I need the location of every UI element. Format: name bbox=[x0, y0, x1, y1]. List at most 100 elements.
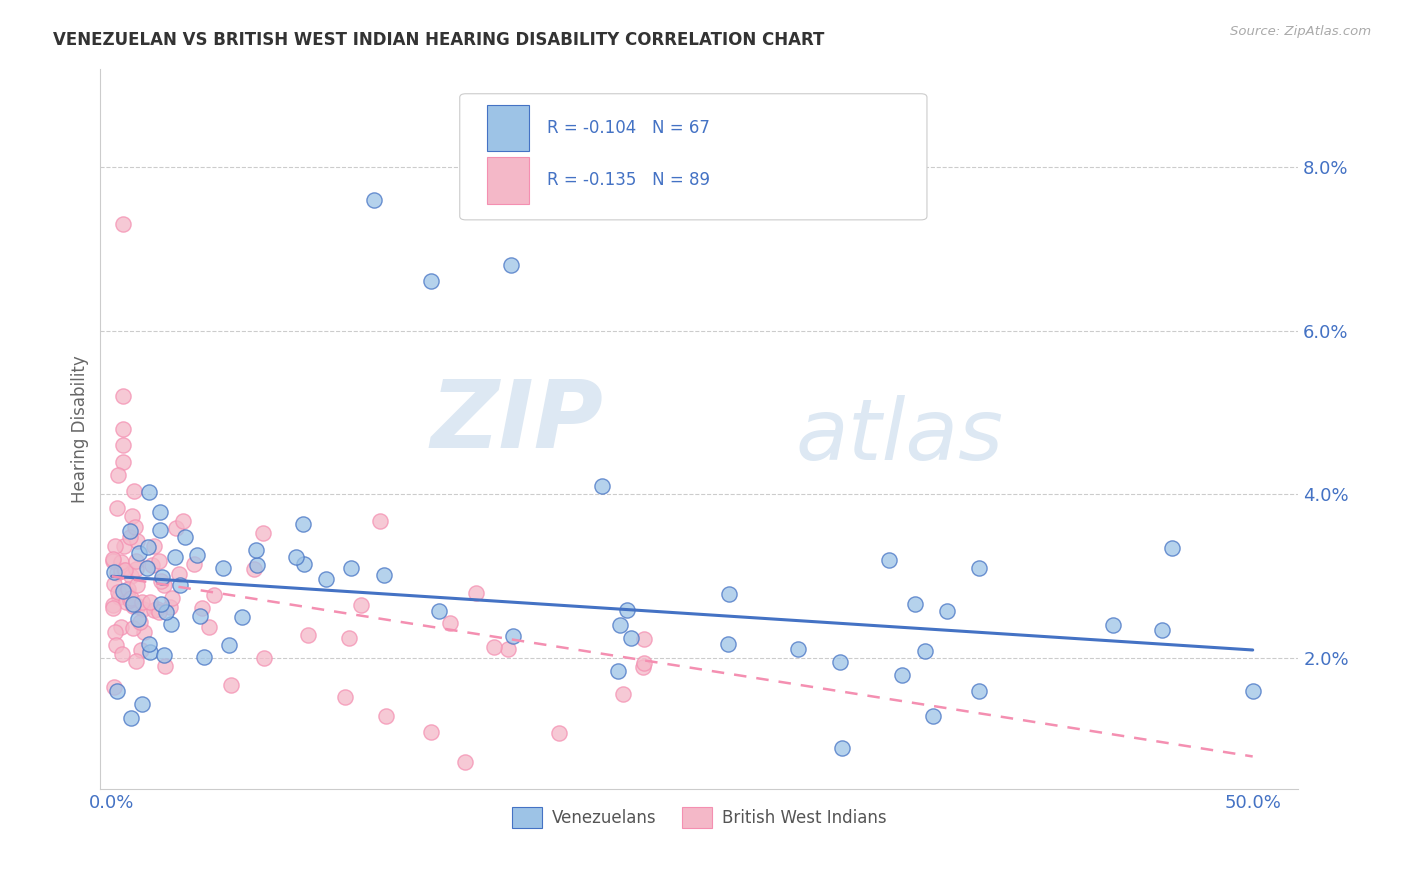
Point bbox=[169, 566, 191, 581]
Text: Source: ZipAtlas.com: Source: ZipAtlas.com bbox=[1230, 25, 1371, 38]
Point bbox=[115, 586, 138, 600]
Point bbox=[103, 599, 125, 613]
Point bbox=[718, 587, 741, 601]
Point bbox=[502, 629, 524, 643]
Point bbox=[153, 659, 176, 673]
Text: R = -0.135   N = 89: R = -0.135 N = 89 bbox=[547, 171, 710, 189]
Point bbox=[103, 565, 125, 579]
Bar bbox=[488, 104, 529, 152]
Point bbox=[112, 438, 135, 452]
Point bbox=[112, 539, 135, 553]
Point bbox=[231, 609, 253, 624]
Point bbox=[190, 601, 212, 615]
Point bbox=[501, 258, 523, 272]
Point bbox=[633, 656, 655, 670]
Point bbox=[211, 561, 233, 575]
Point bbox=[127, 534, 149, 549]
Point bbox=[464, 586, 486, 600]
Point bbox=[110, 564, 132, 578]
Point bbox=[136, 541, 159, 555]
Point bbox=[110, 620, 132, 634]
Point bbox=[165, 521, 187, 535]
Point bbox=[253, 650, 276, 665]
Point bbox=[128, 546, 150, 560]
Legend: Venezuelans, British West Indians: Venezuelans, British West Indians bbox=[506, 800, 893, 835]
Point bbox=[112, 583, 135, 598]
Point bbox=[112, 422, 135, 436]
Point bbox=[363, 193, 385, 207]
Point bbox=[1102, 617, 1125, 632]
Point bbox=[132, 625, 155, 640]
Point bbox=[877, 552, 900, 566]
Point bbox=[127, 599, 149, 613]
Point bbox=[129, 642, 152, 657]
Text: VENEZUELAN VS BRITISH WEST INDIAN HEARING DISABILITY CORRELATION CHART: VENEZUELAN VS BRITISH WEST INDIAN HEARIN… bbox=[53, 31, 825, 49]
Point bbox=[1241, 684, 1264, 698]
Point bbox=[101, 552, 124, 566]
Point bbox=[439, 615, 461, 630]
Point bbox=[936, 604, 959, 618]
Point bbox=[633, 632, 655, 646]
Point bbox=[243, 562, 266, 576]
Point bbox=[105, 684, 128, 698]
Point bbox=[620, 631, 643, 645]
Point bbox=[186, 548, 208, 562]
Point bbox=[149, 524, 172, 538]
Point bbox=[143, 602, 166, 616]
Point bbox=[149, 574, 172, 588]
Point bbox=[612, 687, 634, 701]
Point bbox=[333, 690, 356, 705]
Point bbox=[120, 591, 142, 606]
Point bbox=[118, 593, 141, 607]
Point bbox=[591, 479, 613, 493]
Point bbox=[368, 514, 391, 528]
Point bbox=[105, 500, 128, 515]
Point bbox=[132, 602, 155, 616]
Point bbox=[297, 628, 319, 642]
Point bbox=[340, 560, 363, 574]
Bar bbox=[488, 157, 529, 204]
Point bbox=[124, 519, 146, 533]
Point bbox=[120, 524, 142, 538]
Point bbox=[292, 517, 315, 532]
Point bbox=[159, 599, 181, 614]
Point bbox=[420, 275, 443, 289]
Point bbox=[148, 605, 170, 619]
Point bbox=[548, 725, 571, 739]
Point bbox=[188, 609, 211, 624]
Point bbox=[891, 668, 914, 682]
Point bbox=[165, 549, 187, 564]
Point bbox=[122, 621, 145, 635]
Point bbox=[219, 677, 242, 691]
Point bbox=[103, 576, 125, 591]
Point bbox=[138, 637, 160, 651]
Point bbox=[122, 599, 145, 614]
Point bbox=[112, 389, 135, 403]
Point bbox=[484, 640, 506, 654]
Point bbox=[112, 455, 135, 469]
Point bbox=[104, 639, 127, 653]
Point bbox=[427, 604, 450, 618]
Point bbox=[606, 665, 628, 679]
Point bbox=[141, 558, 163, 572]
Point bbox=[112, 564, 135, 578]
Point bbox=[131, 697, 153, 711]
Point bbox=[609, 617, 631, 632]
Text: atlas: atlas bbox=[796, 394, 1004, 477]
Point bbox=[105, 566, 128, 581]
Point bbox=[120, 530, 142, 544]
Point bbox=[169, 578, 191, 592]
Point bbox=[496, 641, 519, 656]
Point bbox=[112, 217, 135, 231]
Point bbox=[127, 612, 149, 626]
Point bbox=[616, 603, 638, 617]
Point bbox=[245, 542, 267, 557]
Point bbox=[787, 642, 810, 657]
Point bbox=[110, 555, 132, 569]
Point bbox=[831, 741, 853, 756]
Point bbox=[373, 568, 395, 582]
Point bbox=[145, 602, 167, 616]
Point bbox=[374, 708, 396, 723]
Point bbox=[148, 553, 170, 567]
Point bbox=[139, 644, 162, 658]
